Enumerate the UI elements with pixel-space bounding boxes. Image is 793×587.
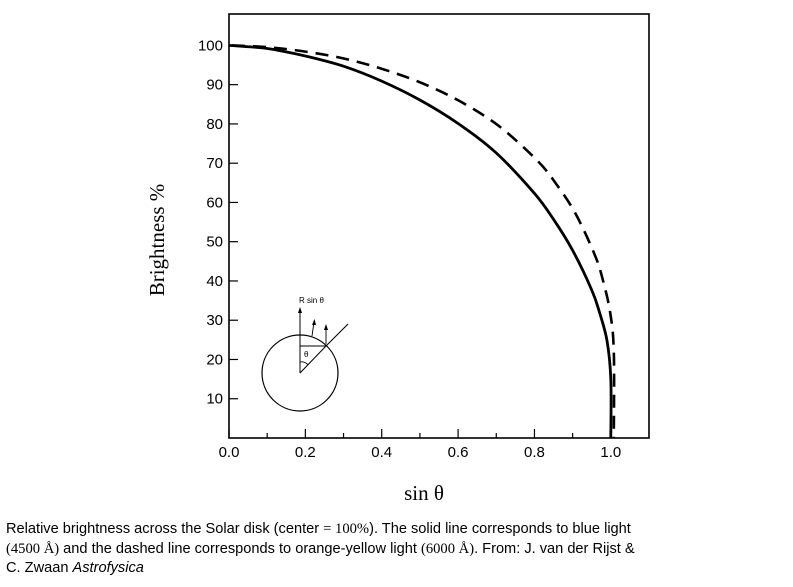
y-tick-label: 40: [206, 273, 223, 290]
series-line-dashed: [231, 44, 616, 439]
x-tick-label: 0.2: [295, 444, 316, 461]
axis-ticks: [228, 44, 612, 438]
caption-text-1: Relative brightness across the Solar dis…: [6, 521, 324, 537]
caption-text-5: C. Zwaan: [6, 560, 73, 576]
x-axis-title: sin θ: [404, 481, 444, 505]
caption-text-2: ). The solid line corresponds to blue li…: [369, 521, 631, 537]
caption-source-title: Astrofysica: [72, 560, 144, 576]
inset-label-rsin: R sin θ: [299, 296, 324, 305]
caption-orange-wavelength: (6000 Å): [420, 540, 475, 557]
inset-label-theta: θ: [304, 350, 309, 359]
y-tick-label: 30: [206, 312, 223, 329]
inset-diagram: R sin θ θ: [261, 296, 349, 412]
y-tick-label: 80: [206, 116, 223, 133]
x-tick-label: 0.6: [448, 444, 469, 461]
y-tick-label: 70: [206, 155, 223, 172]
x-tick-label: 0.0: [219, 444, 240, 461]
plot-frame: [228, 13, 650, 439]
y-tick-label: 90: [206, 77, 223, 94]
series-line-solid: [228, 44, 613, 439]
y-tick-label: 100: [198, 37, 223, 54]
axis-tick-labels: 0.0 0.2 0.4 0.6 0.8 1.0 10 20 30 40 50 60 70 80 90 100: [198, 37, 621, 461]
x-tick-label: 0.4: [371, 444, 392, 461]
inset-arrowhead-mid: [312, 319, 316, 325]
caption-blue-wavelength: (4500 Å): [6, 540, 60, 557]
y-tick-label: 50: [206, 234, 223, 251]
y-tick-label: 20: [206, 351, 223, 368]
figure-caption: Relative brightness across the Solar dis…: [6, 520, 791, 579]
chart: 0.0 0.2 0.4 0.6 0.8 1.0102030405060708090100 …: [145, 13, 650, 505]
x-tick-label: 1.0: [600, 444, 621, 461]
inset-sight-line: [325, 323, 349, 347]
inset-angle-arc: [299, 361, 309, 366]
x-tick-label: 0.8: [524, 444, 545, 461]
caption-text-4: . From: J. van der Rijst &: [474, 540, 635, 557]
y-tick-label: 10: [206, 391, 223, 408]
y-tick-label: 60: [206, 194, 223, 211]
caption-text-3: and the dashed line corresponds to orang…: [59, 540, 421, 557]
inset-arrowhead-left: [298, 307, 302, 313]
series-layer: [228, 44, 616, 439]
inset-radius-line: [299, 345, 327, 374]
caption-center-value: = 100%: [323, 521, 370, 537]
y-axis-title: Brightness %: [145, 184, 169, 297]
